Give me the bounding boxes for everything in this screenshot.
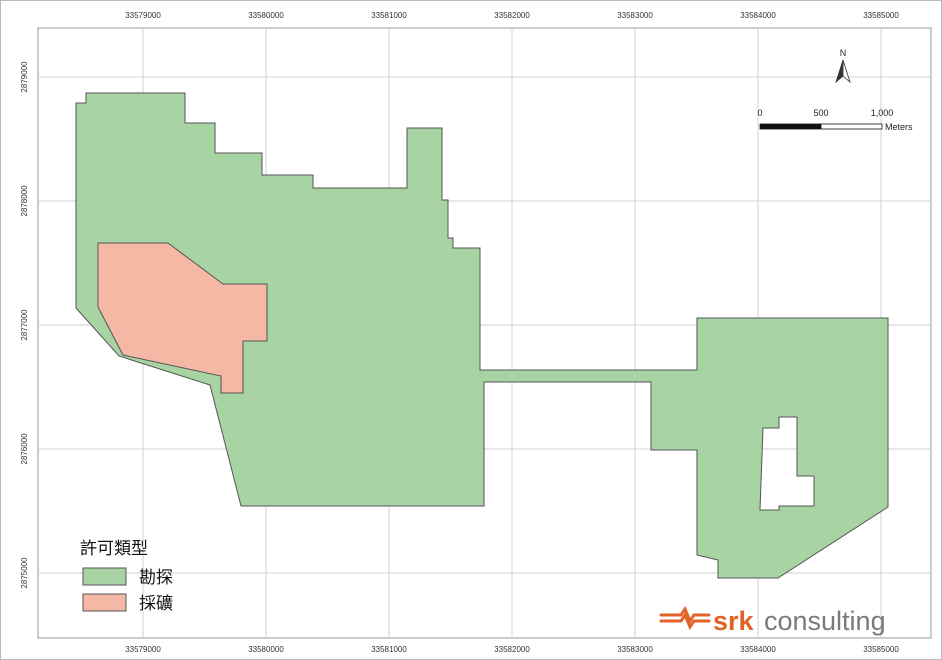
- y-tick-label: 2876000: [20, 433, 29, 465]
- x-tick-label: 33581000: [371, 11, 407, 20]
- north-label: N: [840, 48, 847, 58]
- x-tick-label: 33580000: [248, 11, 284, 20]
- x-tick-label: 33583000: [617, 11, 653, 20]
- y-tick-labels-left: 2879000 2878000 2877000 2876000 2875000: [20, 61, 29, 589]
- x-tick-label: 33585000: [863, 11, 899, 20]
- logo-text-srk: srk: [713, 606, 755, 636]
- y-tick-label: 2877000: [20, 309, 29, 341]
- x-tick-label: 33582000: [494, 645, 530, 654]
- x-tick-label: 33584000: [740, 11, 776, 20]
- srk-logo-icon: [659, 605, 711, 631]
- legend-swatch-exploration: [82, 567, 127, 586]
- scale-unit: Meters: [885, 122, 913, 132]
- mining-permit-area: [97, 242, 268, 394]
- x-tick-label: 33585000: [863, 645, 899, 654]
- x-tick-label: 33584000: [740, 645, 776, 654]
- x-tick-labels-bottom: 33579000 33580000 33581000 33582000 3358…: [125, 645, 899, 654]
- scale-label-0: 0: [757, 108, 762, 118]
- scale-segment-dark: [759, 123, 822, 130]
- scale-label-1000: 1,000: [871, 108, 894, 118]
- legend-label-exploration: 勘探: [139, 568, 173, 588]
- exploration-permit-area: [75, 92, 889, 579]
- x-tick-label: 33580000: [248, 645, 284, 654]
- y-tick-label: 2875000: [20, 557, 29, 589]
- x-tick-labels-top: 33579000 33580000 33581000 33582000 3358…: [125, 11, 899, 20]
- x-tick-label: 33579000: [125, 11, 161, 20]
- logo-text: srk consulting: [713, 606, 886, 636]
- legend: 許可類型 勘探 採礦: [80, 539, 173, 614]
- north-arrow-icon: N: [835, 48, 851, 84]
- scale-label-500: 500: [813, 108, 828, 118]
- srk-consulting-logo: srk consulting: [659, 605, 886, 636]
- logo-text-consulting: consulting: [764, 606, 886, 636]
- x-tick-label: 33583000: [617, 645, 653, 654]
- y-tick-label: 2878000: [20, 185, 29, 217]
- scale-segment-light: [820, 123, 883, 130]
- legend-swatch-mining: [82, 593, 127, 612]
- x-tick-label: 33579000: [125, 645, 161, 654]
- legend-label-mining: 採礦: [139, 594, 173, 614]
- y-tick-label: 2879000: [20, 61, 29, 93]
- x-tick-label: 33582000: [494, 11, 530, 20]
- legend-title: 許可類型: [80, 539, 148, 559]
- x-tick-label: 33581000: [371, 645, 407, 654]
- scale-bar: 0 500 1,000 Meters: [757, 108, 913, 132]
